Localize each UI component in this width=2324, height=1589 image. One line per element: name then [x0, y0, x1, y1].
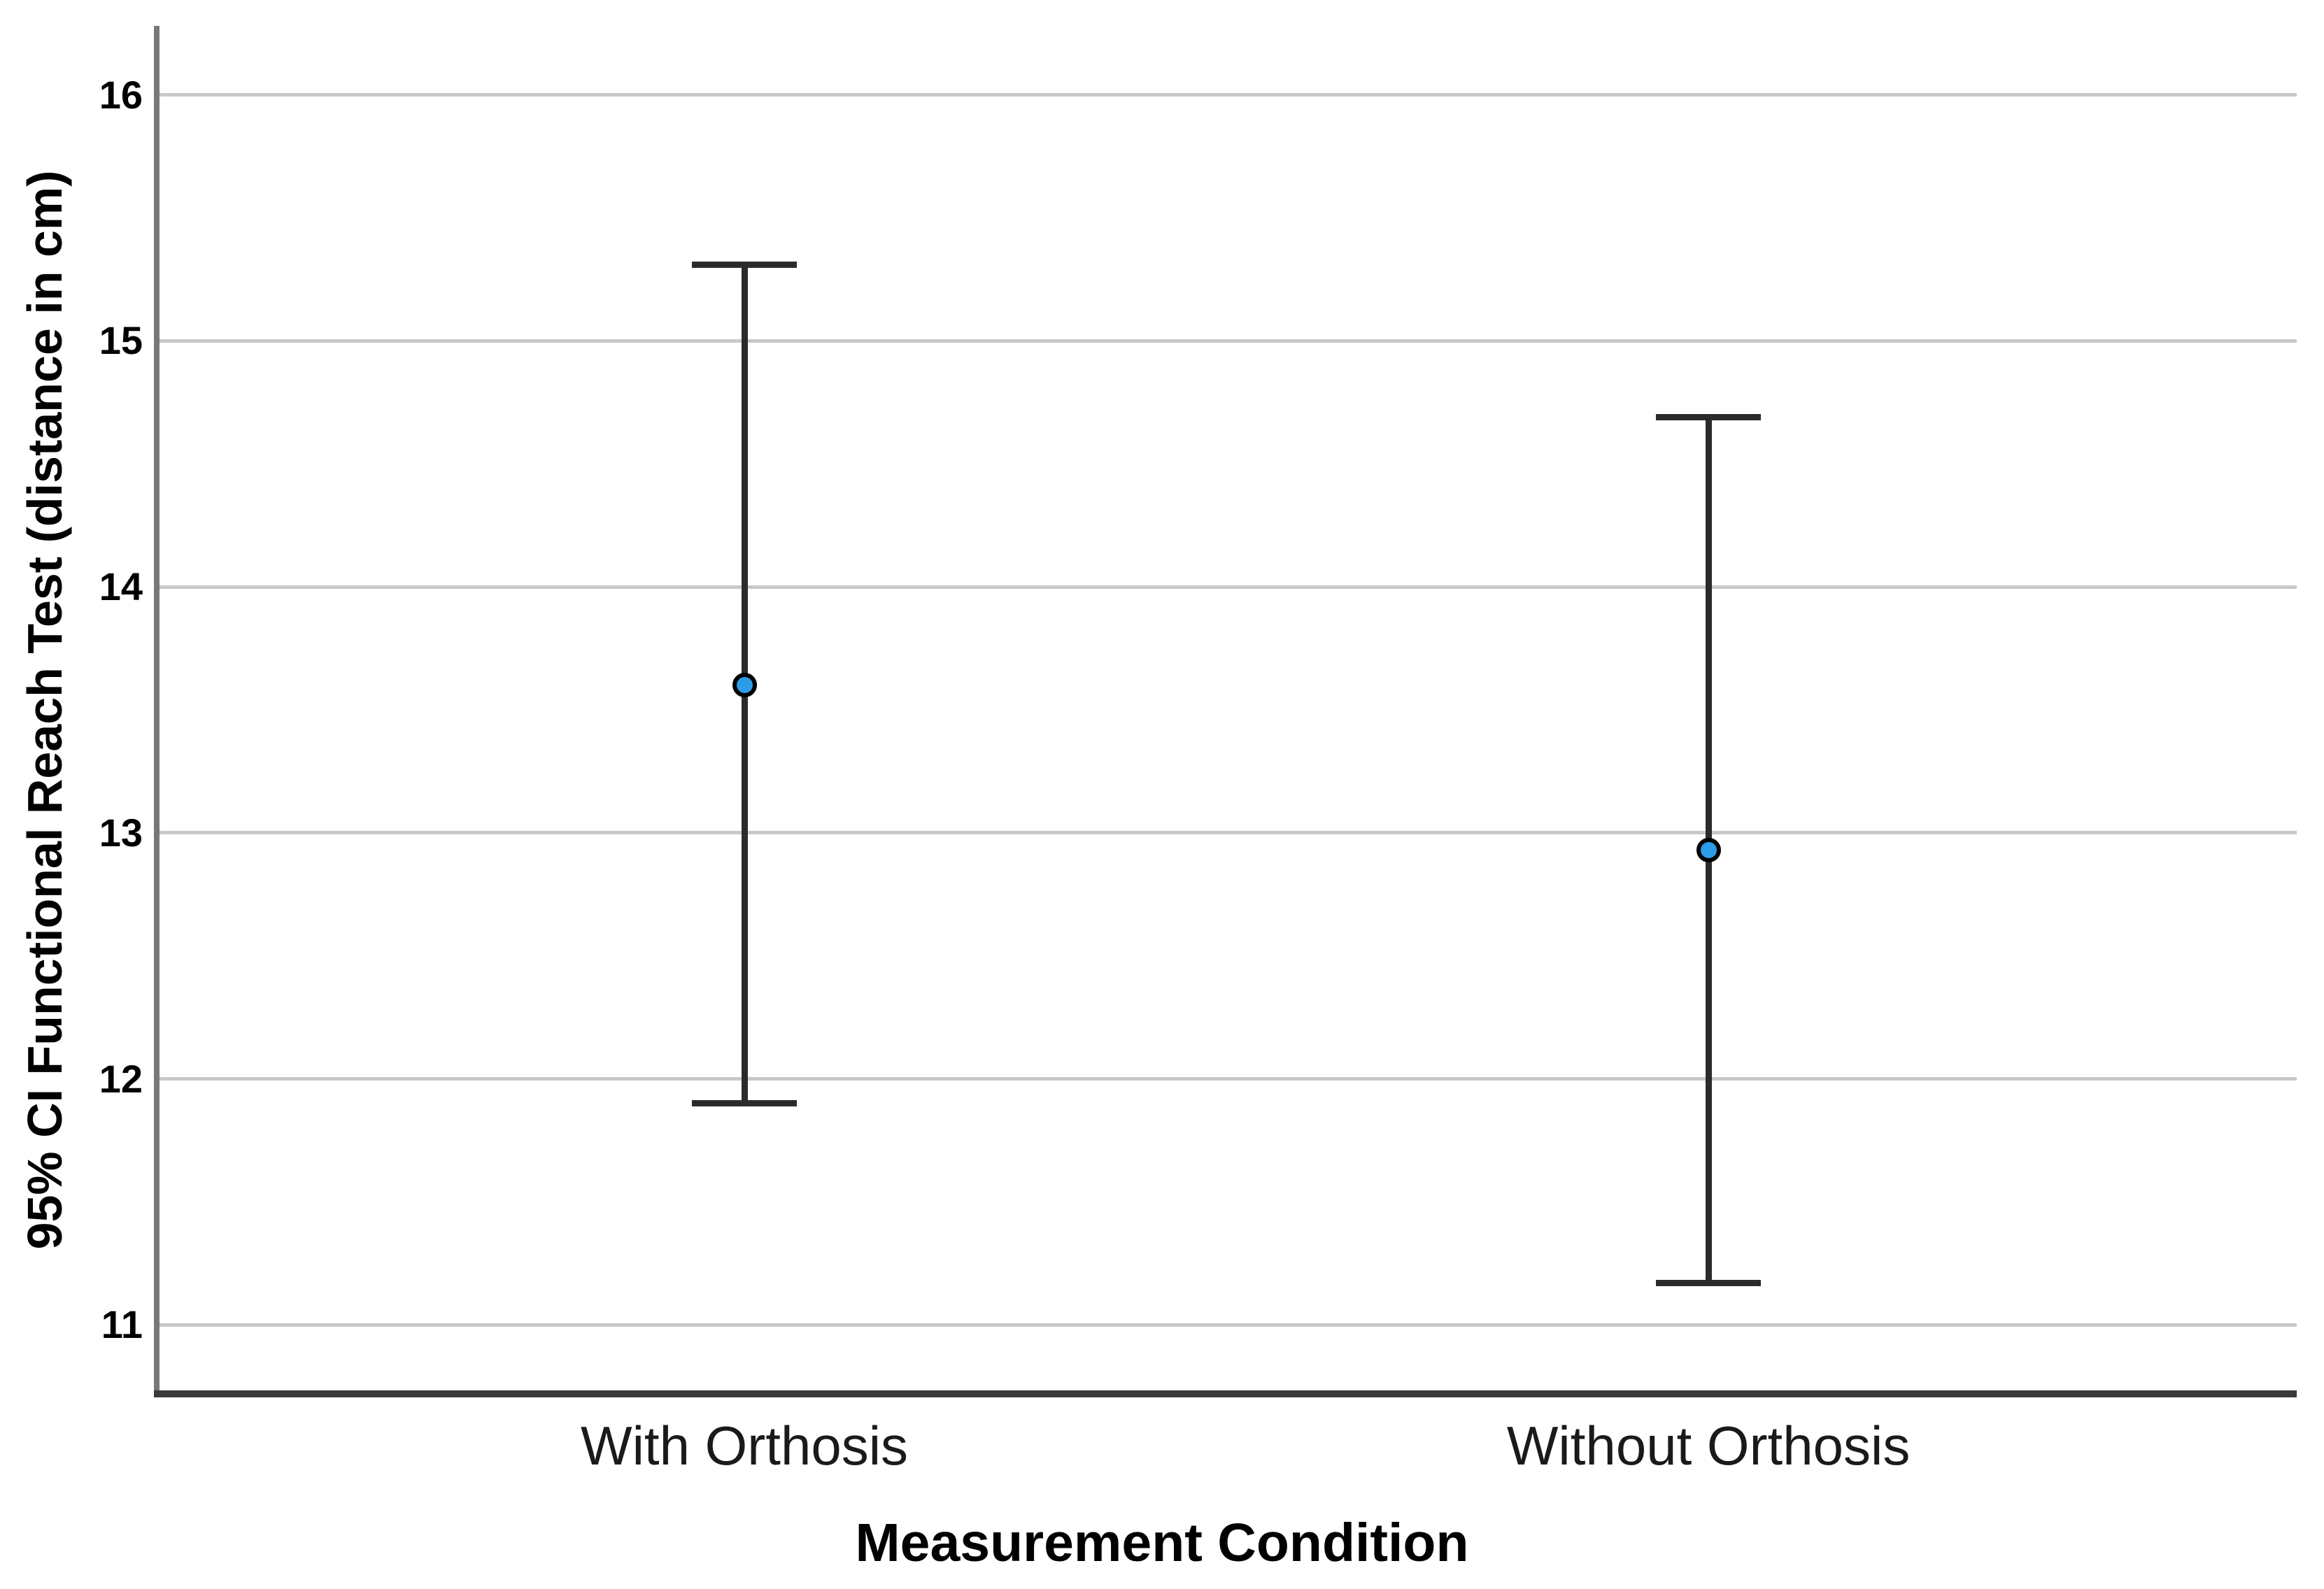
- y-tick-label: 16: [99, 72, 143, 117]
- gridline: [157, 831, 2297, 835]
- y-tick-label: 12: [99, 1056, 143, 1101]
- error-bar-cap-bottom: [692, 1100, 797, 1107]
- error-bar-cap-top: [1656, 413, 1762, 420]
- mean-marker: [732, 673, 757, 698]
- y-axis-line: [154, 26, 160, 1394]
- category-label: Without Orthosis: [1506, 1415, 1911, 1476]
- error-bar-cap-top: [692, 261, 797, 268]
- mean-marker: [1696, 838, 1721, 863]
- category-label: With Orthosis: [580, 1415, 909, 1476]
- y-tick-label: 15: [99, 318, 143, 363]
- gridline: [157, 339, 2297, 343]
- y-tick-label: 14: [99, 564, 143, 609]
- gridline: [157, 93, 2297, 97]
- gridline: [157, 1323, 2297, 1327]
- y-tick-label: 11: [101, 1302, 143, 1347]
- gridline: [157, 1077, 2297, 1081]
- y-tick-label: 13: [99, 810, 143, 855]
- x-axis-line: [154, 1390, 2297, 1397]
- x-axis-title: Measurement Condition: [855, 1513, 1469, 1573]
- error-bar-cap-bottom: [1656, 1280, 1762, 1287]
- plot-area: [157, 26, 2297, 1394]
- gridline: [157, 585, 2297, 589]
